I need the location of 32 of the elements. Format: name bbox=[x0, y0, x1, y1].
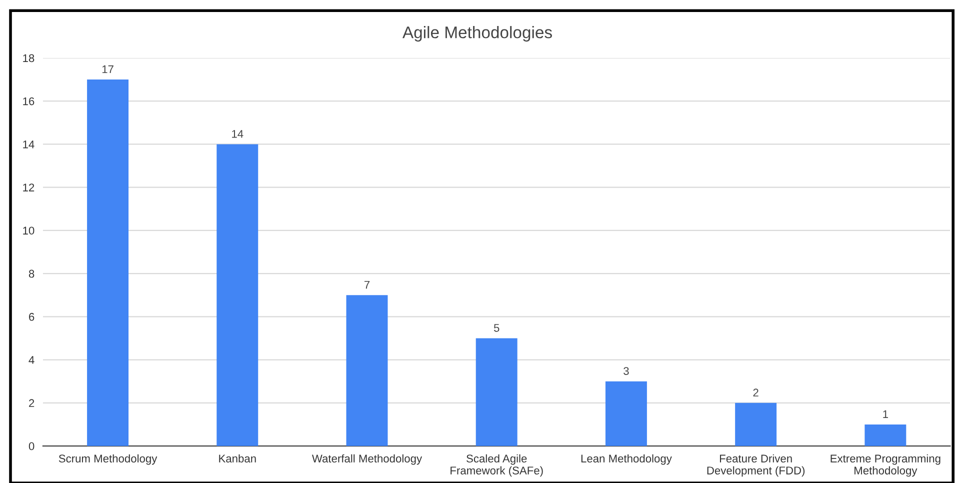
x-tick-label: Feature Driven Development (FDD) bbox=[707, 454, 805, 477]
x-tick-label: Scrum Methodology bbox=[58, 454, 158, 465]
y-tick-label: 2 bbox=[29, 399, 34, 407]
chart-title: Agile Methodologies bbox=[402, 26, 552, 42]
x-tick-label: Scaled Agile Framework (SAFe) bbox=[450, 454, 543, 477]
y-tick-label: 6 bbox=[29, 312, 34, 321]
data-label: 3 bbox=[624, 367, 629, 375]
data-label: 14 bbox=[232, 130, 244, 138]
x-tick-label: Extreme Programming Methodology bbox=[830, 454, 940, 477]
y-tick-label: 4 bbox=[28, 356, 34, 364]
data-label: 17 bbox=[102, 65, 114, 74]
x-tick-label: Waterfall Methodology bbox=[312, 454, 422, 465]
bar bbox=[605, 381, 647, 446]
x-tick-label: Lean Methodology bbox=[581, 454, 672, 465]
data-label: 5 bbox=[494, 324, 500, 332]
y-tick-label: 14 bbox=[23, 140, 34, 148]
bar bbox=[476, 338, 518, 446]
y-tick-label: 18 bbox=[23, 54, 34, 62]
y-tick-label: 0 bbox=[28, 442, 34, 450]
y-tick-label: 10 bbox=[23, 226, 34, 235]
data-label: 2 bbox=[753, 388, 758, 396]
x-tick-label: Kanban bbox=[219, 454, 256, 462]
bar bbox=[346, 295, 388, 446]
bar bbox=[87, 80, 129, 446]
bar bbox=[864, 424, 906, 446]
bar bbox=[735, 402, 777, 446]
data-label: 7 bbox=[364, 280, 370, 289]
y-tick-label: 16 bbox=[23, 97, 34, 106]
y-tick-label: 8 bbox=[28, 270, 34, 278]
y-tick-label: 12 bbox=[23, 184, 34, 192]
data-label: 1 bbox=[883, 410, 888, 418]
bar bbox=[216, 144, 258, 446]
